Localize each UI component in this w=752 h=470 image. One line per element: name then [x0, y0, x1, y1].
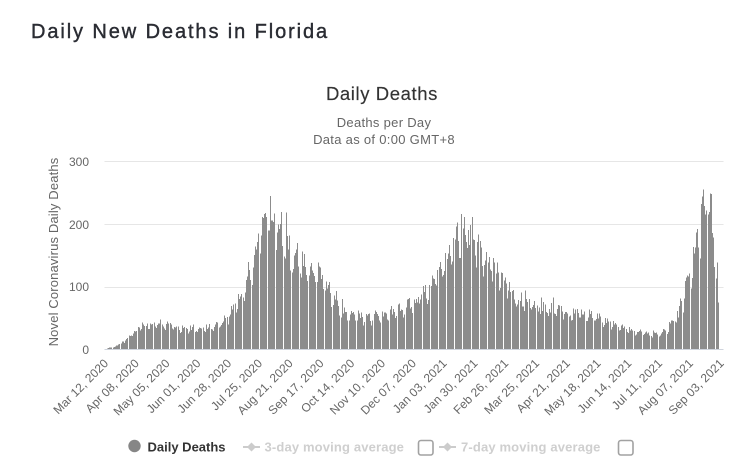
svg-text:Daily Deaths: Daily Deaths: [326, 83, 438, 104]
svg-text:Deaths per Day: Deaths per Day: [337, 115, 432, 130]
svg-text:Data as of 0:00 GMT+8: Data as of 0:00 GMT+8: [313, 132, 455, 147]
svg-text:200: 200: [69, 218, 89, 232]
svg-text:Novel Coronavirus Daily Deaths: Novel Coronavirus Daily Deaths: [46, 157, 61, 346]
svg-text:3-day moving average: 3-day moving average: [265, 440, 405, 455]
svg-text:300: 300: [69, 155, 89, 169]
svg-text:100: 100: [69, 280, 89, 294]
svg-text:7-day moving average: 7-day moving average: [461, 440, 601, 455]
svg-text:Daily Deaths: Daily Deaths: [148, 440, 226, 455]
svg-text:0: 0: [82, 343, 89, 357]
